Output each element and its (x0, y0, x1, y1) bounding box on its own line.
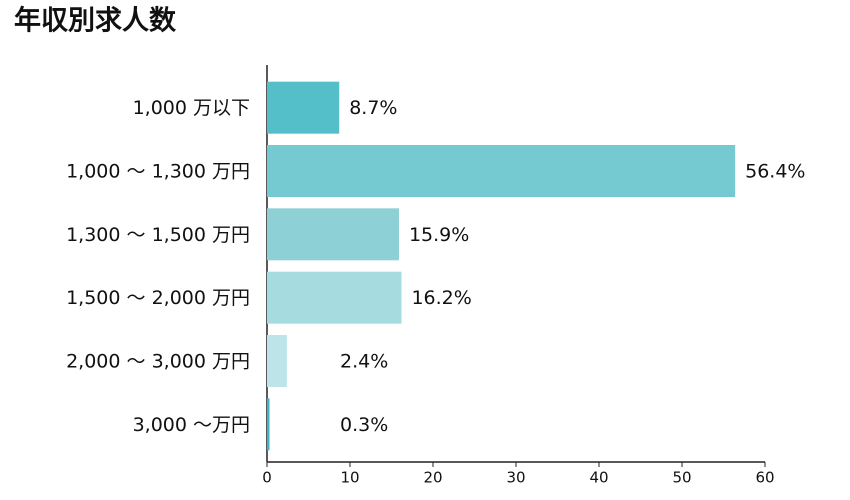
x-tick-label: 40 (589, 469, 608, 487)
bar (267, 335, 287, 387)
data-label: 56.4% (745, 161, 805, 183)
x-tick-label: 30 (506, 469, 525, 487)
chart-title: 年収別求人数 (14, 5, 177, 37)
x-tick-label: 0 (262, 469, 272, 487)
data-label: 15.9% (409, 224, 469, 246)
x-tick-label: 10 (340, 469, 359, 487)
x-tick-label: 20 (423, 469, 442, 487)
y-tick-label: 3,000 ～万円 (133, 414, 250, 436)
y-tick-label: 2,000 ～ 3,000 万円 (66, 351, 250, 373)
y-tick-label: 1,500 ～ 2,000 万円 (66, 287, 250, 309)
data-label: 0.3% (340, 414, 388, 436)
y-tick-label: 1,000 万以下 (133, 97, 250, 119)
x-tick-label: 50 (672, 469, 691, 487)
y-tick-label: 1,000 ～ 1,300 万円 (66, 161, 250, 183)
bar (267, 398, 270, 451)
data-label: 8.7% (349, 97, 397, 119)
y-tick-label: 1,300 ～ 1,500 万円 (66, 224, 250, 246)
bar (267, 145, 736, 197)
data-label: 2.4% (340, 351, 388, 373)
bar (267, 208, 399, 261)
bar (267, 81, 340, 134)
bar (267, 271, 402, 324)
x-tick-label: 60 (755, 469, 774, 487)
data-label: 16.2% (411, 287, 471, 309)
